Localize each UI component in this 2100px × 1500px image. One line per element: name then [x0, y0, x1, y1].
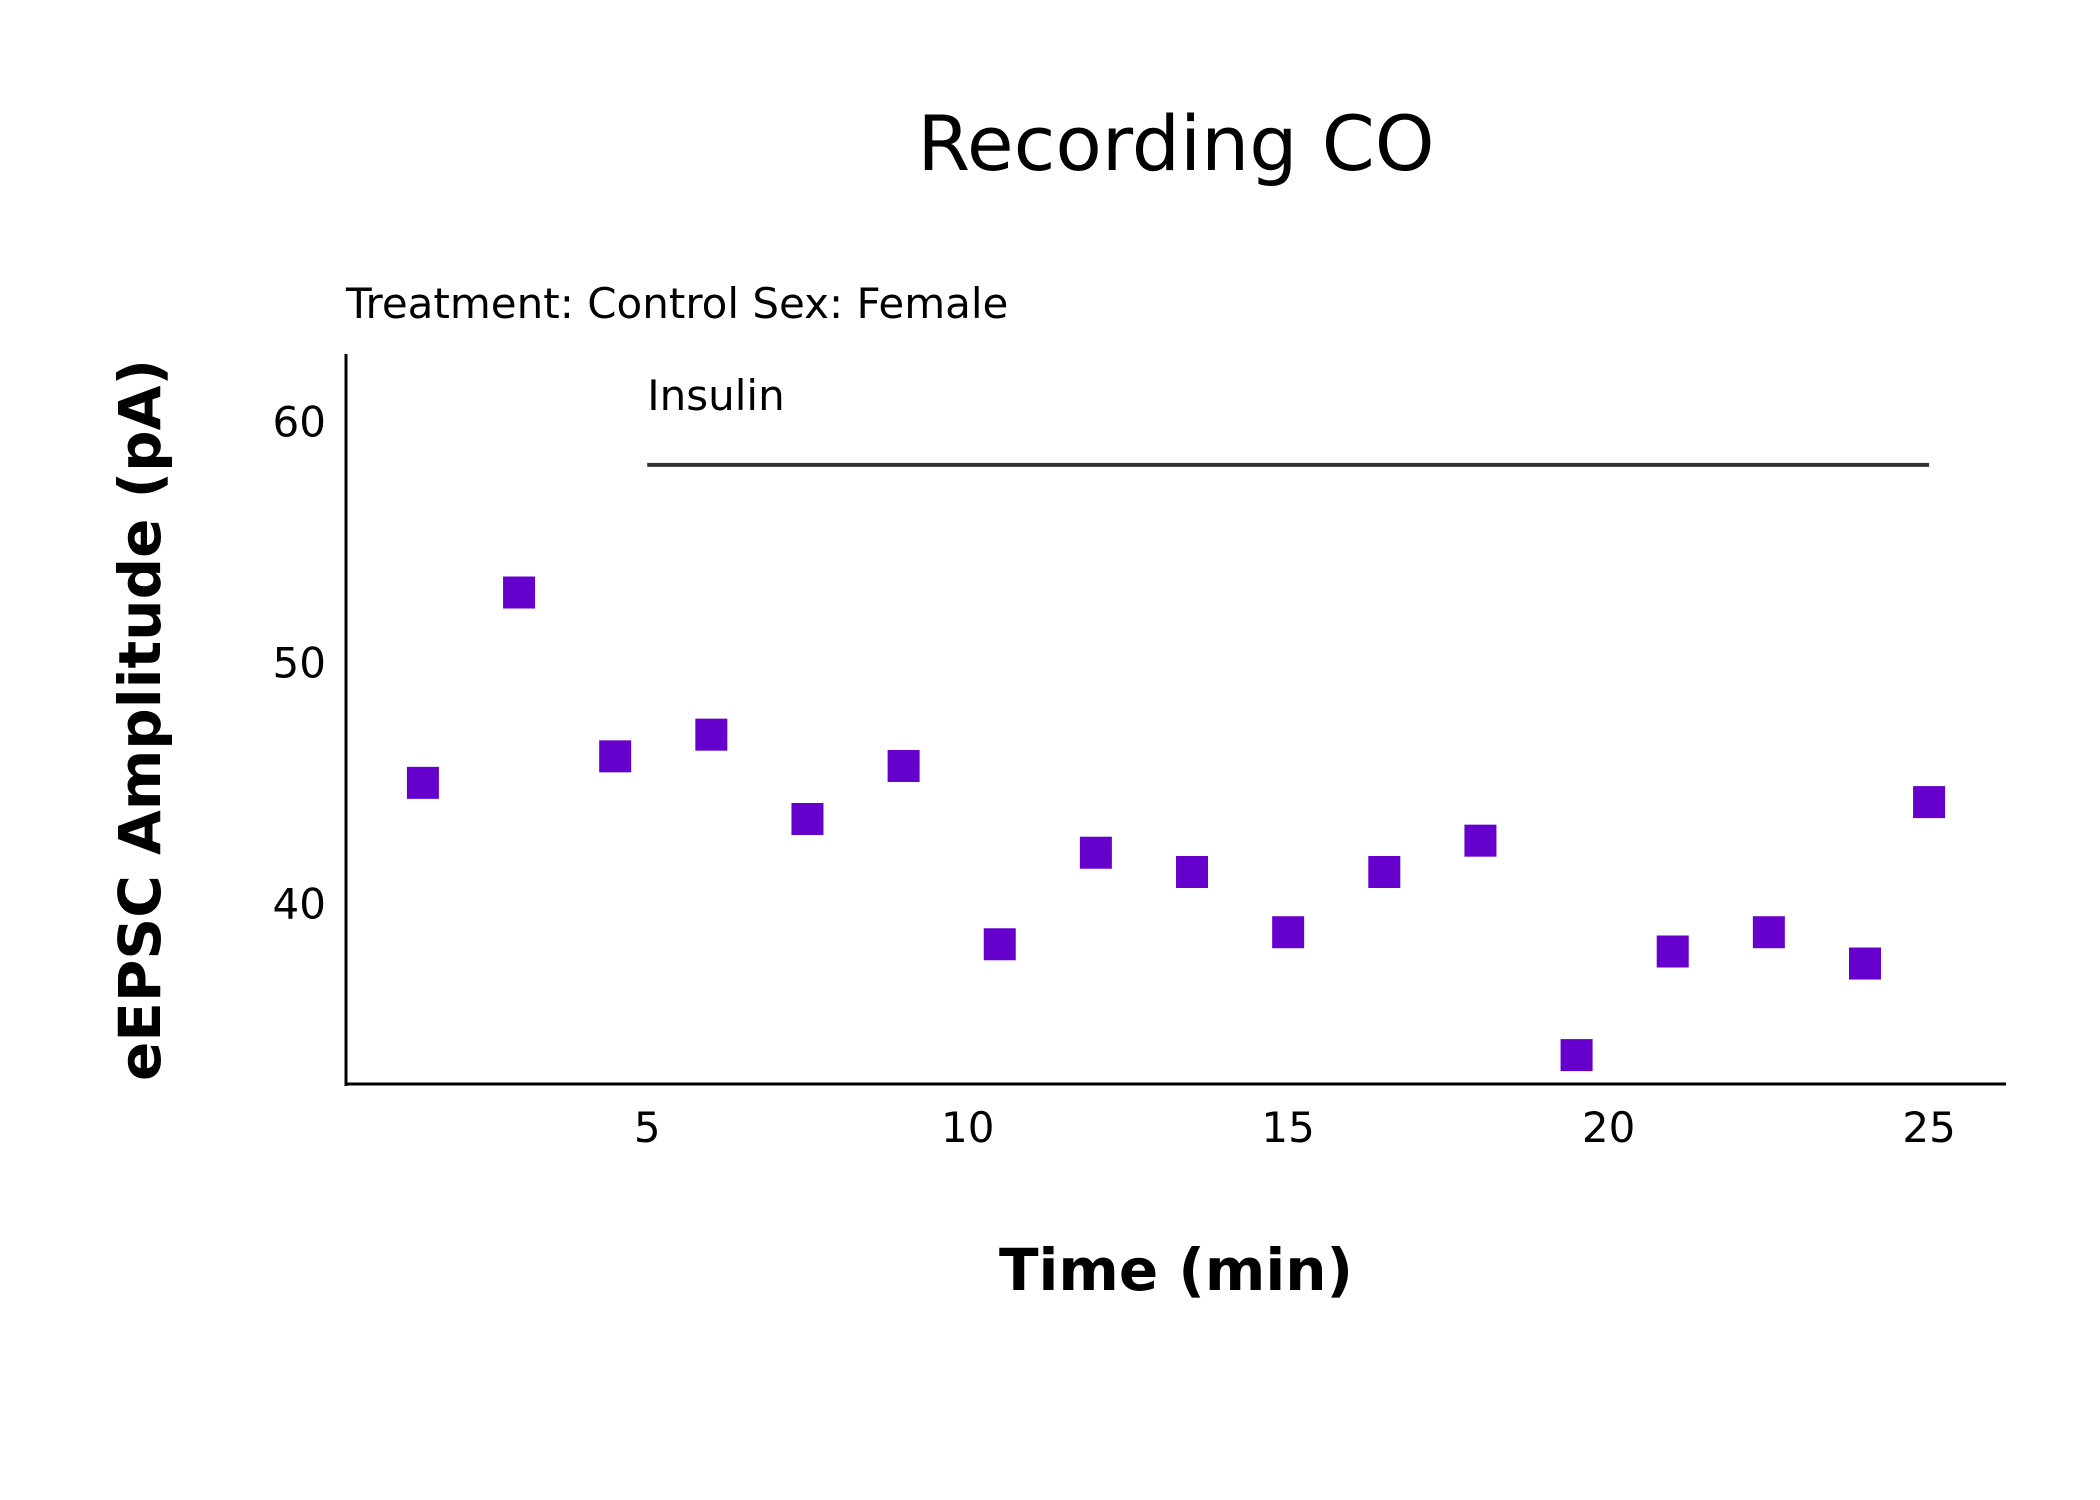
data-point — [791, 802, 824, 835]
data-point — [406, 766, 439, 799]
data-point — [983, 928, 1016, 961]
y-tick-label: 40 — [273, 879, 326, 928]
data-point — [695, 718, 728, 751]
data-point — [1176, 855, 1209, 888]
data-point — [503, 576, 536, 609]
data-point — [1913, 786, 1946, 819]
x-tick-label: 20 — [1582, 1103, 1635, 1152]
chart-title: Recording CO — [917, 99, 1434, 188]
data-point — [1752, 916, 1785, 949]
data-point — [1272, 916, 1305, 949]
data-points — [406, 576, 1946, 1072]
y-axis-label: eEPSC Amplitude (pA) — [106, 359, 174, 1081]
chart-subtitle: Treatment: Control Sex: Female — [345, 279, 1008, 328]
insulin-annotation: Insulin — [647, 371, 1930, 467]
y-tick-label: 60 — [273, 397, 326, 446]
y-ticks: 40 50 60 — [273, 397, 326, 928]
x-tick-label: 5 — [634, 1103, 661, 1152]
y-tick-label: 50 — [273, 638, 326, 687]
x-ticks: 5 10 15 20 25 — [634, 1103, 1956, 1152]
x-tick-label: 25 — [1902, 1103, 1955, 1152]
x-tick-label: 15 — [1261, 1103, 1314, 1152]
data-point — [1079, 836, 1112, 869]
axes — [344, 354, 2006, 1086]
data-point — [599, 740, 632, 773]
data-point — [1848, 947, 1881, 980]
insulin-label: Insulin — [647, 371, 784, 420]
data-point — [1656, 935, 1689, 968]
data-point — [1464, 824, 1497, 857]
data-point — [1368, 855, 1401, 888]
x-tick-label: 10 — [941, 1103, 994, 1152]
x-axis-label: Time (min) — [999, 1236, 1353, 1304]
data-point — [887, 749, 920, 782]
data-point — [1560, 1039, 1593, 1072]
